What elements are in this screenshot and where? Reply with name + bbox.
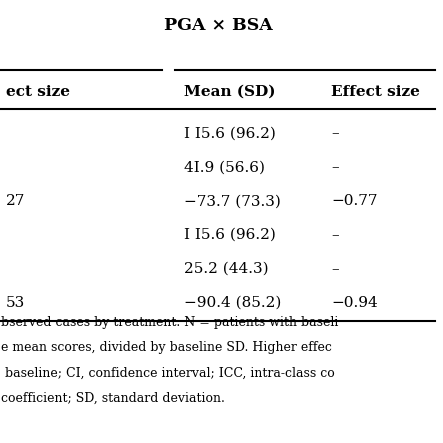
Text: −73.7 (73.3): −73.7 (73.3) (183, 194, 280, 208)
Text: PGA × BSA: PGA × BSA (164, 17, 272, 34)
Text: −90.4 (85.2): −90.4 (85.2) (183, 296, 281, 310)
Text: 4I.9 (56.6): 4I.9 (56.6) (183, 160, 264, 175)
Text: 25.2 (44.3): 25.2 (44.3) (183, 262, 268, 276)
Text: –: – (331, 228, 338, 242)
Text: coefficient; SD, standard deviation.: coefficient; SD, standard deviation. (1, 392, 225, 404)
Text: −0.77: −0.77 (331, 194, 377, 208)
Text: baseline; CI, confidence interval; ICC, intra-class co: baseline; CI, confidence interval; ICC, … (1, 366, 335, 380)
Text: 53: 53 (6, 296, 25, 310)
Text: ect size: ect size (6, 85, 70, 99)
Text: –: – (331, 160, 338, 175)
Text: I I5.6 (96.2): I I5.6 (96.2) (183, 228, 276, 242)
Text: –: – (331, 262, 338, 276)
Text: 27: 27 (6, 194, 25, 208)
Text: I I5.6 (96.2): I I5.6 (96.2) (183, 126, 276, 140)
Text: −0.94: −0.94 (331, 296, 378, 310)
Text: e mean scores, divided by baseline SD. Higher effec: e mean scores, divided by baseline SD. H… (1, 342, 332, 354)
Text: Effect size: Effect size (331, 85, 420, 99)
Text: –: – (331, 126, 338, 140)
Text: Mean (SD): Mean (SD) (183, 85, 275, 99)
Text: bserved cases by treatment. N = patients with baseli: bserved cases by treatment. N = patients… (1, 316, 339, 329)
